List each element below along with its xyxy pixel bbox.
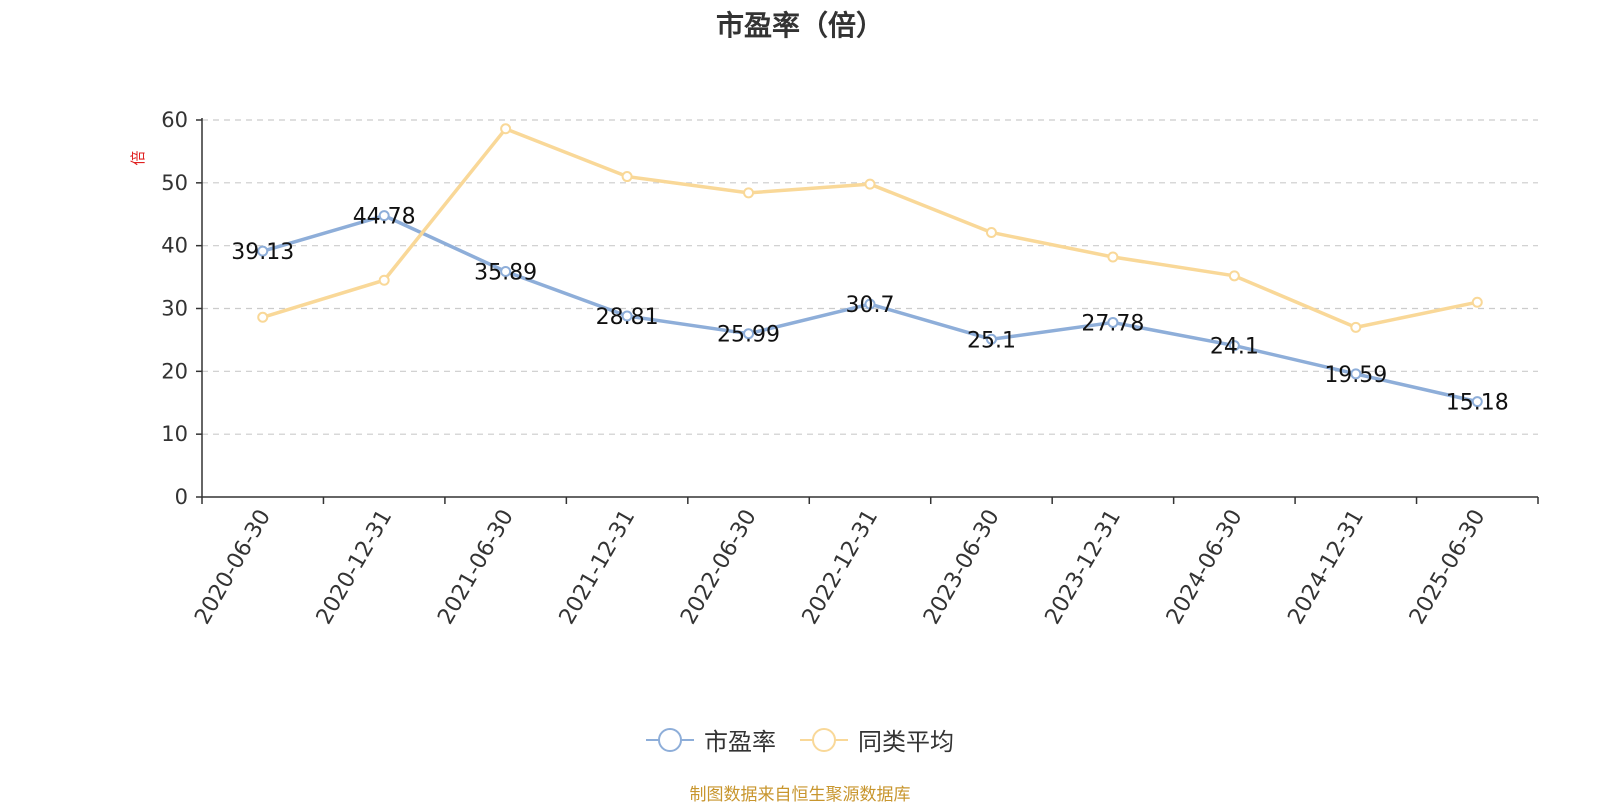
data-point	[378, 210, 390, 222]
source-note: 制图数据来自恒生聚源数据库	[689, 785, 911, 805]
data-label: 28.81	[596, 305, 659, 330]
legend-item[interactable]: 市盈率	[646, 722, 776, 757]
x-tick-label: 2022-12-31	[798, 506, 884, 629]
x-tick-label: 2021-06-30	[433, 506, 519, 629]
data-label: 27.78	[1081, 311, 1144, 336]
data-point	[621, 310, 633, 322]
x-tick-label: 2025-06-30	[1405, 506, 1491, 629]
x-tick-label: 2024-12-31	[1283, 506, 1369, 629]
data-label: 39.13	[231, 240, 294, 265]
grid-lines	[202, 119, 1538, 435]
data-point	[1228, 340, 1240, 352]
data-label: 35.89	[474, 260, 537, 285]
data-point	[985, 226, 997, 238]
data-point	[743, 328, 755, 340]
x-tick-label: 2022-06-30	[676, 506, 762, 629]
legend-item[interactable]: 同类平均	[800, 722, 954, 757]
data-point	[864, 178, 876, 190]
legend-swatch-icon	[646, 727, 694, 752]
data-point	[621, 171, 633, 183]
data-label: 24.1	[1210, 335, 1259, 360]
x-tick-label: 2023-06-30	[919, 506, 1005, 629]
y-tick-label: 60	[161, 108, 188, 132]
y-tick-label: 30	[161, 297, 188, 321]
x-tick-label: 2020-06-30	[190, 506, 276, 629]
data-point	[257, 311, 269, 323]
y-tick-label: 40	[161, 234, 188, 258]
data-point	[1228, 270, 1240, 282]
chart-title: 市盈率（倍）	[715, 9, 884, 42]
data-label: 19.59	[1324, 363, 1387, 388]
legend-label: 同类平均	[858, 728, 954, 756]
data-label: 25.1	[967, 328, 1016, 353]
x-tick-label: 2020-12-31	[312, 506, 398, 629]
y-tick-label: 50	[161, 171, 188, 195]
data-point	[500, 265, 512, 277]
data-label: 44.78	[353, 205, 416, 230]
y-axis-unit-label: 倍	[129, 150, 147, 165]
series	[257, 123, 1483, 408]
data-point	[985, 333, 997, 345]
data-label: 15.18	[1446, 391, 1509, 416]
x-tick-label: 2021-12-31	[555, 506, 641, 629]
data-point	[1107, 316, 1119, 328]
legend: 市盈率 同类平均	[0, 722, 1600, 757]
data-point	[1471, 396, 1483, 408]
data-point	[500, 123, 512, 135]
data-point	[743, 187, 755, 199]
data-point	[1350, 321, 1362, 333]
y-tick-label: 20	[161, 359, 188, 383]
data-label: 25.99	[717, 323, 780, 348]
data-point	[864, 298, 876, 310]
data-point	[1350, 368, 1362, 380]
y-tick-label: 10	[161, 422, 188, 446]
data-point	[257, 245, 269, 257]
x-tick-label: 2023-12-31	[1041, 506, 1127, 629]
legend-swatch-icon	[800, 727, 848, 752]
data-labels: 39.13 44.78 35.89 28.81 25.99 30.7 25.1 27.78 24…	[231, 205, 1509, 416]
data-point	[1471, 296, 1483, 308]
data-point	[1107, 251, 1119, 263]
legend-label: 市盈率	[704, 728, 776, 756]
y-tick-label: 0	[175, 485, 188, 509]
x-tick-label: 2024-06-30	[1162, 506, 1248, 629]
data-point	[378, 274, 390, 286]
data-label: 30.7	[846, 293, 895, 318]
